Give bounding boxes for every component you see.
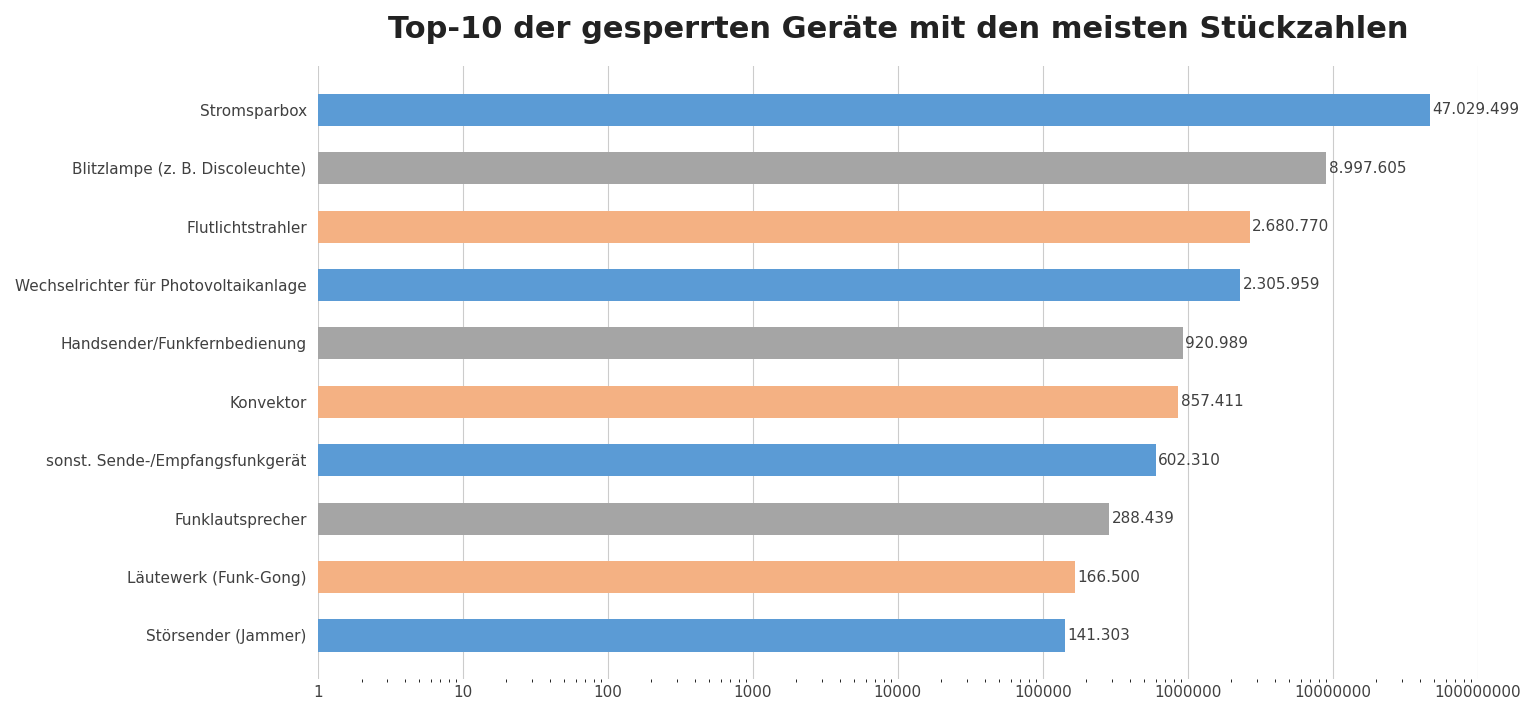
Text: 602.310: 602.310: [1158, 453, 1221, 468]
Text: 47.029.499: 47.029.499: [1433, 102, 1519, 117]
Bar: [0, 619, 1064, 651]
Text: 920.989: 920.989: [1184, 336, 1249, 351]
Bar: [0, 94, 1430, 126]
Text: 141.303: 141.303: [1068, 628, 1130, 643]
Title: Top-10 der gesperrten Geräte mit den meisten Stückzahlen: Top-10 der gesperrten Geräte mit den mei…: [387, 15, 1409, 44]
Bar: [0, 210, 1250, 242]
Text: 288.439: 288.439: [1112, 511, 1175, 526]
Bar: [0, 503, 1109, 535]
Text: 8.997.605: 8.997.605: [1329, 161, 1405, 176]
Bar: [0, 561, 1075, 593]
Bar: [0, 386, 1178, 418]
Text: 166.500: 166.500: [1077, 570, 1140, 585]
Bar: [0, 269, 1241, 301]
Text: 2.305.959: 2.305.959: [1243, 277, 1321, 292]
Text: 857.411: 857.411: [1181, 394, 1243, 409]
Bar: [0, 152, 1326, 184]
Bar: [0, 444, 1155, 476]
Text: 2.680.770: 2.680.770: [1252, 219, 1330, 234]
Bar: [0, 327, 1183, 360]
